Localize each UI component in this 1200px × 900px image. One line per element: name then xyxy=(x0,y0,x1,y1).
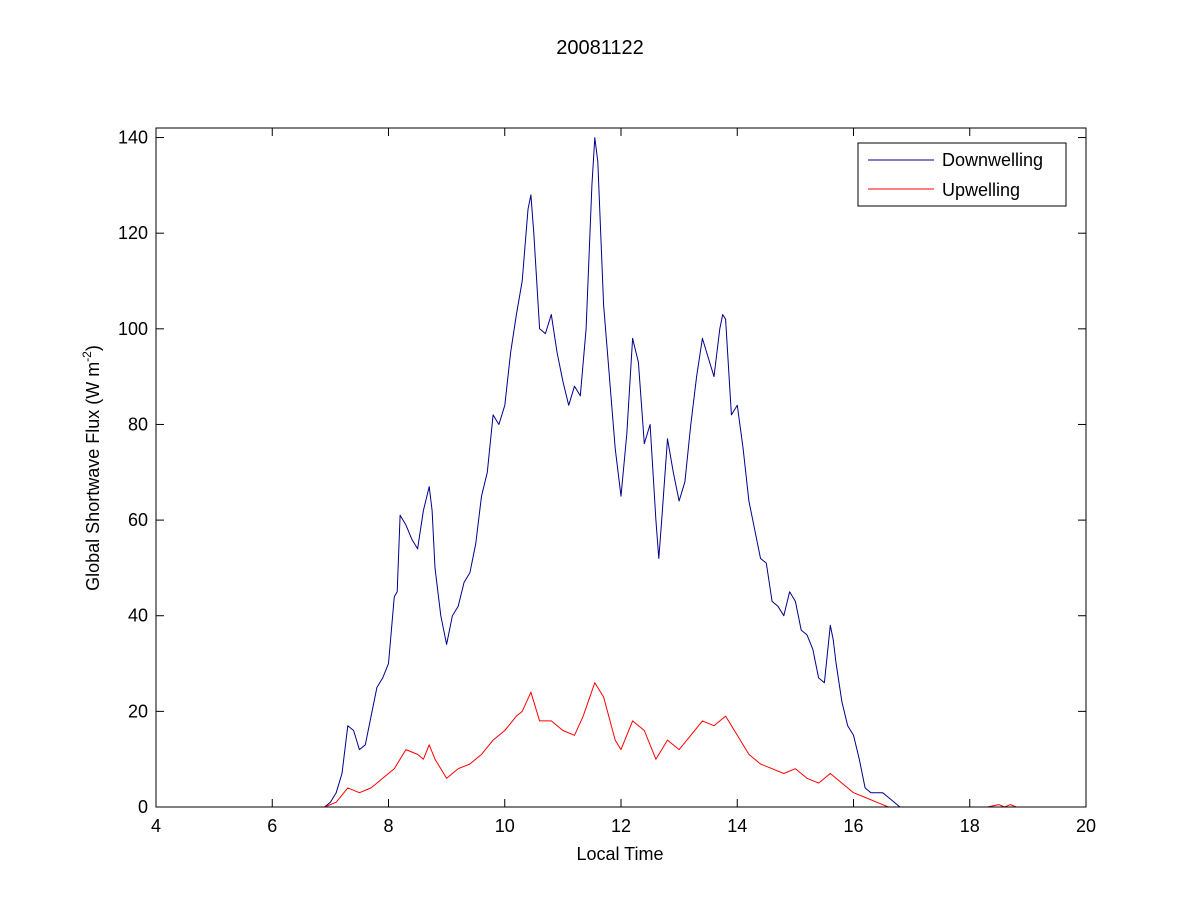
y-tick-label: 80 xyxy=(128,414,148,434)
x-tick-label: 16 xyxy=(843,816,863,836)
x-tick-label: 12 xyxy=(611,816,631,836)
y-tick-label: 100 xyxy=(118,319,148,339)
y-tick-label: 140 xyxy=(118,128,148,148)
y-tick-label: 20 xyxy=(128,701,148,721)
legend-label-upwelling: Upwelling xyxy=(942,180,1020,200)
y-tick-label: 0 xyxy=(138,797,148,817)
x-tick-label: 6 xyxy=(267,816,277,836)
x-tick-label: 14 xyxy=(727,816,747,836)
series-layer xyxy=(324,137,1017,808)
series-line-upwelling xyxy=(324,682,1017,808)
y-axis-ticks: 0 20 40 60 80 100 120 140 xyxy=(118,128,1086,817)
y-tick-label: 120 xyxy=(118,223,148,243)
x-axis-ticks: 4 6 8 10 12 14 16 18 20 xyxy=(151,128,1096,836)
y-axis-label-text: Global Shortwave Flux (W m xyxy=(83,362,103,591)
y-axis-label-exponent: -2 xyxy=(80,351,94,362)
series-line-downwelling xyxy=(324,137,903,808)
y-tick-label: 40 xyxy=(128,606,148,626)
plot-area xyxy=(156,128,1086,807)
x-tick-label: 20 xyxy=(1076,816,1096,836)
chart-title: 20081122 xyxy=(556,37,644,59)
y-axis-label: Global Shortwave Flux (W m-2) xyxy=(80,345,103,591)
y-tick-label: 60 xyxy=(128,510,148,530)
x-tick-label: 18 xyxy=(960,816,980,836)
x-axis-label: Local Time xyxy=(576,844,663,864)
legend-label-downwelling: Downwelling xyxy=(942,150,1043,170)
legend: Downwelling Upwelling xyxy=(857,142,1067,207)
legend-box xyxy=(857,142,1067,207)
x-tick-label: 10 xyxy=(495,816,515,836)
x-tick-label: 4 xyxy=(151,816,161,836)
x-tick-label: 8 xyxy=(383,816,393,836)
y-axis-label-suffix: ) xyxy=(83,345,103,351)
